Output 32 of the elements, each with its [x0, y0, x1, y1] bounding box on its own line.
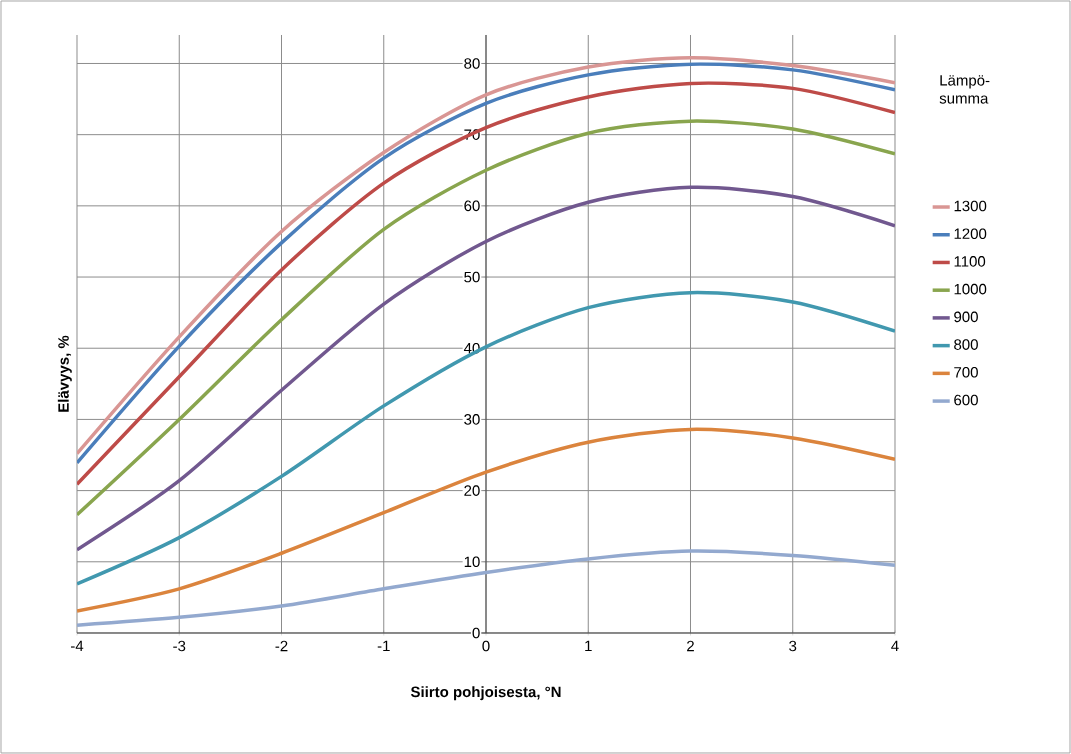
legend-label: 1200 [954, 228, 987, 239]
legend-label: 1300 [954, 200, 987, 212]
legend-label: 700 [954, 366, 978, 378]
legend-label: 1000 [954, 283, 987, 295]
line-series [77, 185, 895, 552]
legend-title: Lämpö-summa [939, 75, 990, 104]
x-tick-label: -2 [275, 640, 288, 652]
x-tick-label: 1 [585, 640, 592, 652]
y-tick-label: 60 [464, 200, 480, 212]
legend-label: 900 [954, 311, 978, 323]
y-tick-label: 30 [464, 414, 480, 425]
line-series [77, 427, 895, 613]
legend-label: 1100 [954, 256, 986, 267]
legend-label: 800 [954, 339, 978, 350]
y-axis-title: Elävyys, % [57, 335, 72, 412]
y-tick-label: 20 [464, 485, 480, 496]
line-series [77, 119, 895, 517]
x-tick-label: 0 [482, 640, 490, 652]
x-tick-label: -1 [377, 640, 390, 652]
x-tick-label: -3 [173, 640, 186, 652]
y-tick-label: 80 [464, 58, 480, 69]
x-tick-label: 4 [891, 640, 899, 652]
line-series [77, 549, 895, 627]
y-tick-label: 0 [472, 627, 480, 639]
y-tick-label: 50 [464, 271, 480, 283]
line-series [77, 290, 895, 586]
x-tick-label: 2 [687, 640, 694, 652]
x-tick-label: 3 [789, 640, 797, 652]
y-tick-label: 10 [464, 556, 480, 568]
x-tick-label: -4 [71, 640, 84, 652]
legend-label: 600 [954, 394, 978, 406]
x-axis-title: Siirto pohjoisesta, °N [410, 686, 561, 701]
